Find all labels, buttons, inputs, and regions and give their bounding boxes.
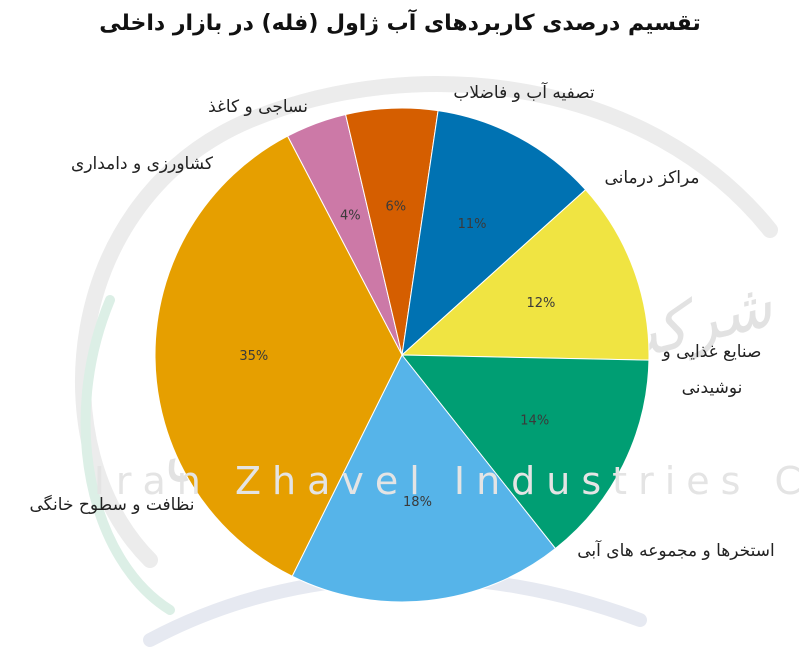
slice-category-label: استخرها و مجموعه های آبی bbox=[577, 539, 774, 561]
slice-percent-label: 14% bbox=[520, 413, 549, 428]
slice-percent-label: 4% bbox=[340, 209, 361, 224]
pie-slices bbox=[154, 107, 650, 603]
slice-category-label: نظافت و سطوح خانگی bbox=[29, 494, 194, 515]
slice-percent-label: 12% bbox=[526, 296, 555, 311]
pie-slice bbox=[291, 354, 557, 603]
slice-category-label: صنایع غذایی و نوشیدنی bbox=[662, 342, 762, 398]
slice-category-label: کشاورزی و دامداری bbox=[71, 154, 214, 174]
chart-title: تقسیم درصدی کاربردهای آب ژاول (فله) در ب… bbox=[99, 8, 700, 36]
slice-percent-label: 35% bbox=[239, 349, 268, 364]
pie-slice bbox=[401, 110, 587, 357]
percent-labels: 4% 6% 11% 12% 14% 18% 35% bbox=[239, 199, 555, 509]
pie-slice bbox=[400, 354, 650, 550]
slice-percent-label: 6% bbox=[385, 199, 406, 214]
slice-category-label: مراکز درمانی bbox=[604, 168, 699, 188]
watermark-swoosh-green bbox=[80, 295, 175, 615]
slice-percent-label: 18% bbox=[403, 495, 432, 510]
slice-category-label: نساجی و کاغذ bbox=[208, 97, 308, 117]
category-labels: کشاورزی و دامداری نساجی و کاغذ تصفیه آب و … bbox=[29, 81, 774, 561]
watermark-latin-text: Iran Zhavel Industries Co bbox=[94, 459, 800, 503]
pie-slice bbox=[400, 189, 650, 361]
slice-percent-label: 11% bbox=[458, 217, 487, 232]
slice-category-label: تصفیه آب و فاضلاب bbox=[453, 81, 595, 103]
pie-slice bbox=[154, 135, 403, 577]
